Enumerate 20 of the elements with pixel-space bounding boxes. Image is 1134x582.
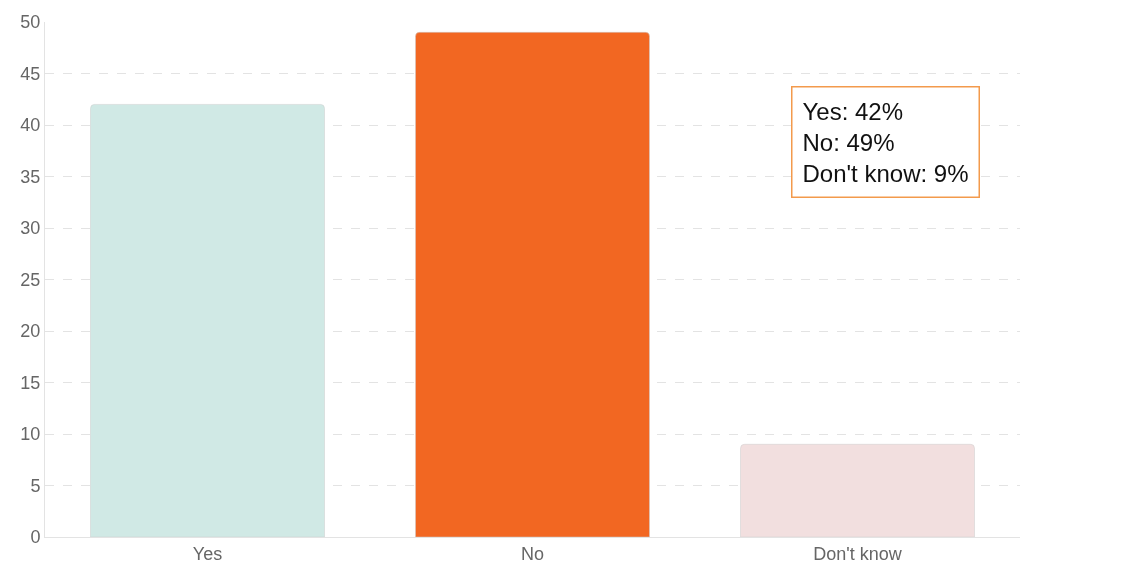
x-tick-label: No (520, 543, 545, 564)
x-tick-label: Don't know (813, 543, 903, 564)
bar (740, 444, 975, 537)
annotation: Yes: 42% (802, 97, 904, 125)
y-tick-label: 30 (20, 218, 41, 239)
y-tick-label: 15 (20, 372, 41, 393)
annotation: No: 49% (802, 128, 895, 156)
y-tick-label: 0 (30, 527, 41, 548)
y-tick-label: 20 (20, 321, 41, 342)
annotation: Don't know: 9% (802, 159, 969, 187)
y-tick-label: 10 (20, 424, 41, 445)
bar (90, 104, 325, 537)
y-tick-label: 50 (20, 12, 41, 33)
y-tick-label: 40 (20, 115, 41, 136)
y-tick-label: 25 (20, 269, 41, 290)
bar (415, 32, 650, 537)
y-tick-label: 5 (30, 475, 41, 496)
y-tick-label: 35 (20, 166, 41, 187)
y-tick-label: 45 (20, 63, 41, 84)
x-tick-label: Yes (192, 543, 223, 564)
